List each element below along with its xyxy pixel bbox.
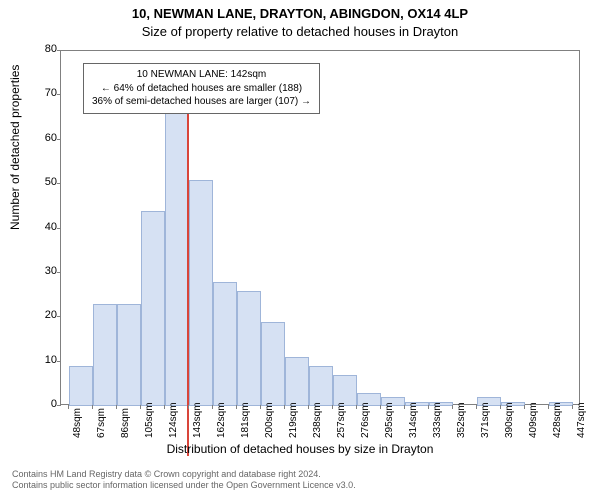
y-tick-mark: [57, 139, 61, 140]
x-tick-label: 124sqm: [168, 402, 179, 438]
x-tick-label: 143sqm: [192, 402, 203, 438]
y-tick-label: 60: [17, 132, 57, 144]
x-tick-mark: [308, 405, 309, 409]
plot-area: 10 NEWMAN LANE: 142sqm ← 64% of detached…: [60, 50, 580, 405]
histogram-bar: [141, 211, 165, 406]
x-tick-mark: [452, 405, 453, 409]
y-tick-label: 50: [17, 176, 57, 188]
y-tick-mark: [57, 361, 61, 362]
y-tick-mark: [57, 316, 61, 317]
histogram-bar: [93, 304, 117, 406]
x-tick-label: 428sqm: [552, 402, 563, 438]
annotation-line: 36% of semi-detached houses are larger (…: [92, 95, 311, 109]
y-tick-label: 80: [17, 43, 57, 55]
histogram-bar: [117, 304, 141, 406]
x-tick-label: 409sqm: [528, 402, 539, 438]
x-axis-label: Distribution of detached houses by size …: [0, 442, 600, 456]
x-tick-mark: [284, 405, 285, 409]
histogram-bar: [261, 322, 285, 406]
histogram-bar: [309, 366, 333, 406]
histogram-bar: [285, 357, 309, 406]
annotation-line: ← 64% of detached houses are smaller (18…: [92, 82, 311, 96]
x-tick-mark: [212, 405, 213, 409]
x-tick-mark: [500, 405, 501, 409]
x-tick-label: 162sqm: [216, 402, 227, 438]
x-tick-label: 333sqm: [432, 402, 443, 438]
chart-title-sub: Size of property relative to detached ho…: [0, 24, 600, 39]
x-tick-label: 238sqm: [312, 402, 323, 438]
x-tick-mark: [572, 405, 573, 409]
histogram-bar: [333, 375, 357, 406]
y-tick-label: 0: [17, 398, 57, 410]
histogram-bar: [69, 366, 93, 406]
y-tick-label: 20: [17, 309, 57, 321]
x-tick-mark: [404, 405, 405, 409]
x-tick-label: 86sqm: [120, 408, 131, 438]
x-tick-label: 295sqm: [384, 402, 395, 438]
x-tick-mark: [68, 405, 69, 409]
x-tick-mark: [236, 405, 237, 409]
y-tick-mark: [57, 405, 61, 406]
y-tick-mark: [57, 94, 61, 95]
x-tick-mark: [428, 405, 429, 409]
x-tick-label: 181sqm: [240, 402, 251, 438]
footer-line: Contains HM Land Registry data © Crown c…: [12, 469, 588, 481]
x-tick-label: 105sqm: [144, 402, 155, 438]
x-tick-mark: [116, 405, 117, 409]
x-tick-mark: [356, 405, 357, 409]
histogram-bar: [189, 180, 213, 406]
x-tick-mark: [380, 405, 381, 409]
x-tick-label: 352sqm: [456, 402, 467, 438]
histogram-bar: [165, 113, 189, 406]
chart-title-main: 10, NEWMAN LANE, DRAYTON, ABINGDON, OX14…: [0, 6, 600, 21]
x-tick-label: 67sqm: [96, 408, 107, 438]
y-tick-mark: [57, 50, 61, 51]
x-tick-mark: [188, 405, 189, 409]
x-tick-label: 276sqm: [360, 402, 371, 438]
x-tick-label: 219sqm: [288, 402, 299, 438]
x-tick-label: 257sqm: [336, 402, 347, 438]
y-tick-label: 40: [17, 221, 57, 233]
x-tick-label: 314sqm: [408, 402, 419, 438]
y-tick-label: 70: [17, 87, 57, 99]
y-tick-mark: [57, 183, 61, 184]
x-tick-label: 48sqm: [72, 408, 83, 438]
y-tick-label: 10: [17, 354, 57, 366]
histogram-bar: [213, 282, 237, 406]
histogram-bar: [237, 291, 261, 406]
x-tick-label: 447sqm: [576, 402, 587, 438]
footer-line: Contains public sector information licen…: [12, 480, 588, 492]
annotation-line: 10 NEWMAN LANE: 142sqm: [92, 68, 311, 82]
x-tick-label: 390sqm: [504, 402, 515, 438]
x-tick-mark: [92, 405, 93, 409]
x-tick-mark: [332, 405, 333, 409]
y-tick-mark: [57, 272, 61, 273]
x-tick-mark: [524, 405, 525, 409]
y-tick-label: 30: [17, 265, 57, 277]
reference-line: [187, 101, 189, 456]
x-tick-mark: [476, 405, 477, 409]
x-tick-mark: [548, 405, 549, 409]
x-tick-mark: [260, 405, 261, 409]
x-tick-mark: [140, 405, 141, 409]
footer-attribution: Contains HM Land Registry data © Crown c…: [12, 469, 588, 492]
annotation-box: 10 NEWMAN LANE: 142sqm ← 64% of detached…: [83, 63, 320, 114]
y-tick-mark: [57, 228, 61, 229]
x-tick-label: 200sqm: [264, 402, 275, 438]
x-tick-mark: [164, 405, 165, 409]
x-tick-label: 371sqm: [480, 402, 491, 438]
